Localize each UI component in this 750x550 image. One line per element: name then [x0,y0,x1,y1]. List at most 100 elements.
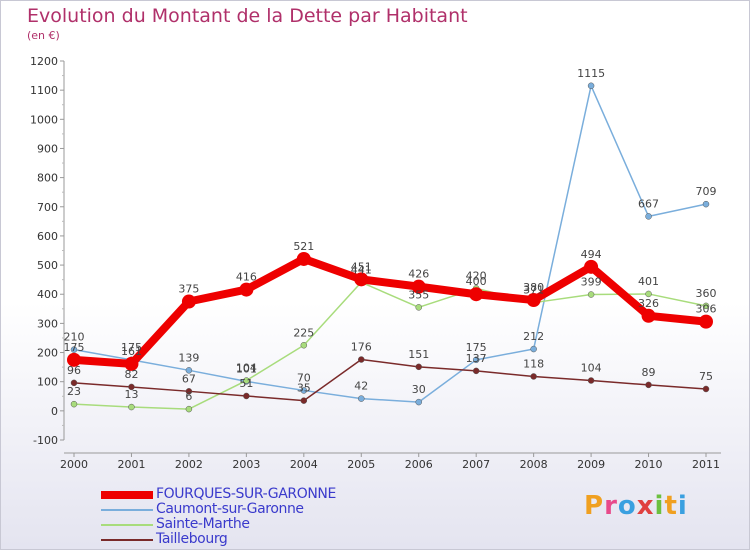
data-label: 42 [354,380,368,393]
data-point [472,356,480,364]
legend-label: Caumont-sur-Garonne [156,501,304,517]
data-label: 175 [466,341,487,354]
data-point [358,356,365,363]
data-label: 426 [408,268,429,281]
data-point [185,367,193,374]
data-point [185,388,193,395]
data-label: 151 [408,348,429,361]
logo-letter: i [677,491,688,521]
data-point [645,290,652,298]
x-tick-label: 2009 [577,458,605,471]
logo-letter: P [584,491,605,521]
data-label: 371 [523,284,544,297]
data-point [699,314,713,329]
logo-letter: x [636,491,655,521]
y-tick-label: 1200 [30,55,58,68]
legend-swatch [101,491,153,499]
y-tick-label: -100 [33,434,58,447]
data-point [702,385,710,393]
data-label: 326 [638,297,659,310]
data-label: 709 [696,185,717,198]
data-label: 399 [581,276,602,289]
data-label: 400 [466,275,487,288]
data-point [243,392,250,400]
legend-swatch [101,539,153,541]
data-point [185,405,193,413]
data-label: 118 [523,357,544,370]
logo-letter: o [617,491,637,521]
data-point [70,400,78,408]
x-tick-label: 2003 [232,458,260,471]
data-point [415,398,422,406]
data-point [411,279,426,294]
data-label: 451 [351,260,372,273]
logo-letter: t [664,491,678,521]
x-tick-label: 2005 [347,458,375,471]
data-label: 210 [64,331,85,344]
data-label: 375 [178,283,199,296]
data-point [530,345,537,353]
chart-subtitle: (en €) [27,29,60,42]
data-point [128,403,135,411]
data-point [645,213,652,220]
data-point [702,302,710,310]
data-label: 139 [178,351,199,364]
data-point [526,293,541,308]
series-line-0 [70,254,710,368]
legend-label: Sainte-Marthe [156,516,250,532]
data-label: 35 [297,382,311,395]
line-chart: -100 0 100 200 300 400 500 600 700 800 900 1000 1100… [30,55,721,471]
markers [67,82,713,413]
data-label: 89 [642,366,656,379]
legend-swatch [101,524,153,526]
data-point [472,367,480,375]
data-point [70,346,78,353]
data-point [530,373,537,380]
y-tick-label: 700 [37,201,58,214]
data-label: 420 [466,269,487,282]
data-label: 1115 [577,67,605,80]
data-point [128,383,135,391]
data-label: 667 [638,197,659,210]
data-point [358,395,365,402]
data-label: 441 [351,263,372,276]
data-label: 360 [696,287,717,300]
logo-letter: r [604,491,618,521]
y-tick-label: 200 [37,347,58,360]
data-label: 401 [638,275,659,288]
data-label: 380 [523,281,544,294]
x-tick-label: 2004 [290,458,318,471]
x-tick-label: 2008 [520,458,548,471]
data-point [239,282,254,297]
data-point [587,291,595,298]
data-label: 23 [67,385,81,398]
data-label: 175 [64,341,85,354]
data-point [415,304,422,311]
series-line-1 [73,85,707,403]
data-point [584,259,599,274]
data-label: 101 [236,362,257,375]
data-label: 51 [239,377,253,390]
data-point [67,352,81,367]
data-point [645,381,652,389]
x-tick-label: 2007 [462,458,490,471]
data-label: 175 [121,341,142,354]
data-point [70,379,78,387]
x-tick-label: 2010 [635,458,663,471]
data-label: 212 [523,330,544,343]
x-tick-label: 2002 [175,458,203,471]
data-point [587,377,595,384]
data-point [300,342,308,349]
data-label: 82 [124,368,138,381]
data-label: 30 [412,383,426,396]
data-point [296,251,311,266]
data-point [702,200,710,208]
y-tick-label: 600 [37,230,58,243]
data-label: 355 [408,288,429,301]
data-label: 225 [293,326,314,339]
legend-label: FOURQUES-SUR-GARONNE [156,486,336,502]
data-label: 75 [699,370,713,383]
data-point [415,363,422,371]
